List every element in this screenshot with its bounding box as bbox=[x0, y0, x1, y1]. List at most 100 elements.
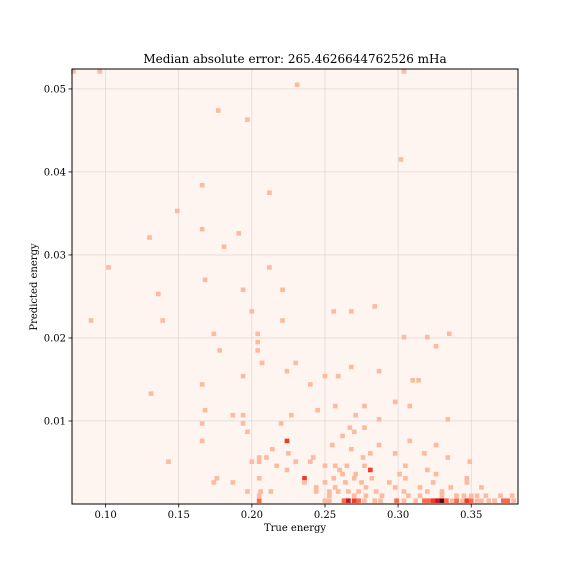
heatmap-cell bbox=[200, 227, 205, 232]
heatmap-cell bbox=[323, 464, 328, 469]
heatmap-cell bbox=[200, 183, 205, 188]
heatmap-cell bbox=[426, 498, 431, 503]
heatmap-cell bbox=[435, 498, 440, 503]
heatmap-cell bbox=[469, 493, 474, 498]
heatmap-cell bbox=[308, 382, 313, 387]
x-tick-label: 0.20 bbox=[241, 510, 263, 521]
heatmap-cell bbox=[353, 472, 358, 477]
heatmap-cell bbox=[279, 421, 284, 426]
heatmap-cell bbox=[393, 451, 398, 456]
heatmap-cell bbox=[331, 309, 336, 314]
heatmap-cell bbox=[369, 476, 374, 481]
heatmap-cell bbox=[397, 472, 402, 477]
heatmap-cell bbox=[250, 309, 255, 314]
heatmap-cell bbox=[402, 489, 407, 494]
heatmap-cell bbox=[280, 288, 285, 293]
heatmap-cell bbox=[257, 476, 262, 481]
heatmap-cell bbox=[349, 365, 354, 370]
heatmap-cell bbox=[402, 335, 407, 340]
heatmap-cell bbox=[295, 82, 300, 87]
heatmap-cell bbox=[250, 459, 255, 464]
heatmap-cell bbox=[343, 480, 348, 485]
plot-area bbox=[72, 69, 518, 504]
heatmap-cell bbox=[241, 413, 246, 418]
heatmap-cell bbox=[323, 374, 328, 379]
heatmap-cell bbox=[434, 344, 439, 349]
heatmap-cell bbox=[236, 231, 241, 236]
heatmap-cell bbox=[327, 498, 332, 503]
heatmap-cell bbox=[330, 443, 335, 448]
heatmap-cell bbox=[425, 468, 430, 473]
heatmap-cell bbox=[479, 485, 484, 490]
heatmap-cell bbox=[274, 464, 279, 469]
heatmap-cell bbox=[245, 117, 250, 122]
heatmap-cell bbox=[454, 493, 459, 498]
x-tick-label: 0.15 bbox=[168, 510, 190, 521]
heatmap-cell bbox=[372, 498, 377, 503]
heatmap-cell bbox=[200, 421, 205, 426]
y-axis-label: Predicted energy bbox=[29, 243, 40, 331]
heatmap-cell bbox=[434, 443, 439, 448]
heatmap-cell bbox=[293, 361, 298, 366]
heatmap-cell bbox=[352, 476, 357, 481]
heatmap-cell bbox=[505, 498, 510, 503]
heatmap-cell bbox=[498, 493, 503, 498]
heatmap-cell bbox=[406, 493, 411, 498]
heatmap-cell bbox=[267, 265, 272, 270]
heatmap-cell bbox=[445, 417, 450, 422]
heatmap-cell bbox=[483, 493, 488, 498]
heatmap-cell bbox=[257, 455, 262, 460]
heatmap-cell bbox=[475, 493, 480, 498]
heatmap-cell bbox=[231, 413, 236, 418]
heatmap-cell bbox=[413, 498, 418, 503]
heatmap-cell bbox=[347, 425, 352, 430]
heatmap-cell bbox=[258, 489, 263, 494]
heatmap-cell bbox=[241, 374, 246, 379]
heatmap-cell bbox=[387, 480, 392, 485]
heatmap-cell bbox=[255, 340, 260, 345]
heatmap-cell bbox=[203, 408, 208, 413]
heatmap-cell bbox=[257, 459, 262, 464]
plot-background bbox=[72, 69, 518, 504]
heatmap-cell bbox=[510, 493, 515, 498]
heatmap-cell bbox=[336, 374, 341, 379]
heatmap-cell bbox=[416, 378, 421, 383]
heatmap-cell bbox=[356, 489, 361, 494]
heatmap-cell bbox=[216, 108, 221, 113]
heatmap-cell bbox=[377, 369, 382, 374]
heatmap-cell bbox=[356, 498, 361, 503]
heatmap-cell bbox=[342, 498, 347, 503]
heatmap-cell bbox=[462, 493, 467, 498]
heatmap-cell bbox=[327, 493, 332, 498]
x-tick-label: 0.10 bbox=[94, 510, 116, 521]
y-tick-label: 0.05 bbox=[44, 84, 66, 95]
heatmap-cell bbox=[345, 464, 350, 469]
heatmap-cell bbox=[231, 480, 236, 485]
heatmap-cell bbox=[422, 498, 427, 503]
heatmap-cell bbox=[410, 378, 415, 383]
heatmap-cell bbox=[257, 493, 262, 498]
heatmap-cell bbox=[368, 451, 373, 456]
heatmap-cell bbox=[418, 485, 423, 490]
heatmap-cell bbox=[346, 489, 351, 494]
heatmap-cell bbox=[464, 480, 469, 485]
heatmap-cell bbox=[106, 265, 111, 270]
heatmap-cell bbox=[440, 498, 445, 503]
heatmap-cell bbox=[149, 391, 154, 396]
heatmap-cell bbox=[368, 468, 373, 473]
heatmap-cell bbox=[403, 476, 408, 481]
heatmap-cell bbox=[308, 459, 313, 464]
heatmap-cell bbox=[422, 451, 427, 456]
heatmap-cell bbox=[280, 318, 285, 323]
heatmap-cell bbox=[241, 421, 246, 426]
heatmap-cell bbox=[203, 278, 208, 283]
heatmap-cell bbox=[469, 498, 474, 503]
heatmap-cell bbox=[302, 480, 307, 485]
heatmap-cell bbox=[245, 489, 250, 494]
heatmap-cell bbox=[454, 498, 459, 503]
heatmap-cell bbox=[450, 498, 455, 503]
heatmap-cell bbox=[327, 489, 332, 494]
heatmap-cell bbox=[402, 498, 407, 503]
heatmap-cell bbox=[289, 413, 294, 418]
